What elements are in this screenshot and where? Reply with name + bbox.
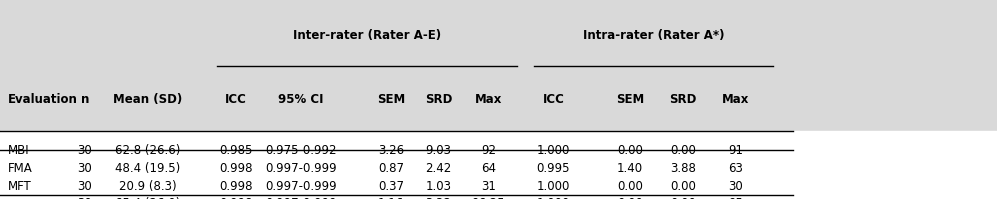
Text: Inter-rater (Rater A-E): Inter-rater (Rater A-E) bbox=[293, 29, 442, 42]
Text: 0.00: 0.00 bbox=[617, 197, 643, 199]
Text: FMA: FMA bbox=[8, 162, 33, 175]
Text: 0.997-0.999: 0.997-0.999 bbox=[265, 197, 337, 199]
Text: 9.03: 9.03 bbox=[426, 144, 452, 157]
Text: 0.00: 0.00 bbox=[617, 144, 643, 157]
Text: Mean (SD): Mean (SD) bbox=[113, 93, 182, 106]
Text: Max: Max bbox=[722, 93, 750, 106]
Text: 0.985: 0.985 bbox=[219, 144, 253, 157]
Text: 1.16: 1.16 bbox=[378, 197, 404, 199]
Text: 1.000: 1.000 bbox=[536, 179, 570, 193]
Text: 0.998: 0.998 bbox=[219, 197, 253, 199]
Text: 1.000: 1.000 bbox=[536, 144, 570, 157]
Text: 0.00: 0.00 bbox=[670, 179, 696, 193]
Text: 1.40: 1.40 bbox=[617, 162, 643, 175]
Text: 0.00: 0.00 bbox=[670, 197, 696, 199]
Text: 3.88: 3.88 bbox=[670, 162, 696, 175]
Text: 0.37: 0.37 bbox=[378, 179, 404, 193]
Text: 96.25: 96.25 bbox=[472, 197, 505, 199]
Text: SEM: SEM bbox=[377, 93, 405, 106]
Text: 0.995: 0.995 bbox=[536, 162, 570, 175]
Text: 62.8 (26.6): 62.8 (26.6) bbox=[115, 144, 180, 157]
Text: 2.42: 2.42 bbox=[426, 162, 452, 175]
Text: 64: 64 bbox=[481, 162, 497, 175]
Text: 91: 91 bbox=[728, 144, 744, 157]
Text: 20.9 (8.3): 20.9 (8.3) bbox=[119, 179, 176, 193]
Text: SRD: SRD bbox=[669, 93, 697, 106]
Text: 30: 30 bbox=[78, 179, 92, 193]
Text: Intra-rater (Rater A*): Intra-rater (Rater A*) bbox=[583, 29, 724, 42]
Text: 63: 63 bbox=[729, 162, 743, 175]
Text: MBI: MBI bbox=[8, 144, 30, 157]
Text: 0.997-0.999: 0.997-0.999 bbox=[265, 162, 337, 175]
Text: 3.22: 3.22 bbox=[426, 197, 452, 199]
Text: 0.997-0.999: 0.997-0.999 bbox=[265, 179, 337, 193]
Text: 0.998: 0.998 bbox=[219, 162, 253, 175]
Text: 1.000: 1.000 bbox=[536, 197, 570, 199]
Text: 0.975-0.992: 0.975-0.992 bbox=[265, 144, 337, 157]
Text: 1.03: 1.03 bbox=[426, 179, 452, 193]
Text: 0.00: 0.00 bbox=[670, 144, 696, 157]
Text: 30: 30 bbox=[78, 197, 92, 199]
Text: 31: 31 bbox=[482, 179, 496, 193]
Text: MFT_MFS: MFT_MFS bbox=[8, 197, 62, 199]
Text: SEM: SEM bbox=[616, 93, 644, 106]
Text: 65.4 (26.0): 65.4 (26.0) bbox=[115, 197, 180, 199]
Text: 95% CI: 95% CI bbox=[278, 93, 324, 106]
Text: 0.00: 0.00 bbox=[617, 179, 643, 193]
Text: 30: 30 bbox=[78, 144, 92, 157]
Text: Max: Max bbox=[475, 93, 502, 106]
Text: 0.998: 0.998 bbox=[219, 179, 253, 193]
Text: Evaluation: Evaluation bbox=[8, 93, 78, 106]
Text: 92: 92 bbox=[481, 144, 497, 157]
Bar bbox=[0, 131, 997, 199]
Text: 3.26: 3.26 bbox=[378, 144, 404, 157]
Text: ICC: ICC bbox=[225, 93, 247, 106]
Text: 48.4 (19.5): 48.4 (19.5) bbox=[115, 162, 180, 175]
Text: 30: 30 bbox=[78, 162, 92, 175]
Text: 0.87: 0.87 bbox=[378, 162, 404, 175]
Text: SRD: SRD bbox=[425, 93, 453, 106]
Text: 30: 30 bbox=[729, 179, 743, 193]
Text: MFT: MFT bbox=[8, 179, 32, 193]
Text: 95: 95 bbox=[729, 197, 743, 199]
Text: ICC: ICC bbox=[542, 93, 564, 106]
Text: n: n bbox=[81, 93, 89, 106]
